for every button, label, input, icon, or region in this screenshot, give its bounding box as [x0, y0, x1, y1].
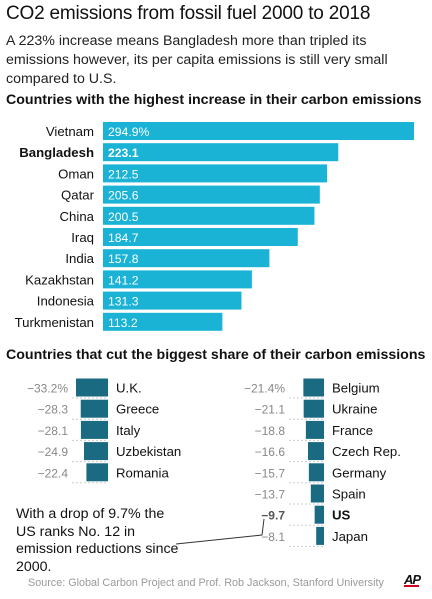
category-label-kazakhstan: Kazakhstan: [25, 272, 94, 287]
bar-india: [103, 249, 270, 268]
value-label-iraq: 184.7: [108, 231, 139, 245]
value-label-oman: 212.5: [108, 167, 139, 181]
cut-bar-ukraine: [303, 399, 324, 418]
category-label-china: China: [60, 209, 95, 224]
ap-logo: AP: [404, 572, 421, 587]
cut-value-label-us: −9.7: [261, 509, 285, 523]
cut-section-title: Countries that cut the biggest share of …: [6, 347, 426, 363]
category-label-oman: Oman: [58, 166, 94, 181]
category-label-indonesia: Indonesia: [37, 294, 95, 309]
cut-category-label-japan: Japan: [332, 529, 368, 544]
cut-category-label-greece: Greece: [116, 402, 159, 417]
bar-oman: [103, 164, 328, 183]
cut-bar-czech-rep: [308, 442, 324, 461]
bar-indonesia: [103, 291, 242, 310]
value-label-kazakhstan: 141.2: [108, 273, 139, 287]
cut-bar-italy: [80, 420, 108, 439]
cut-category-label-france: France: [332, 423, 373, 438]
value-label-indonesia: 131.3: [108, 295, 139, 309]
category-label-iraq: Iraq: [71, 230, 94, 245]
category-label-bangladesh: Bangladesh: [19, 145, 94, 160]
cut-category-label-romania: Romania: [116, 465, 169, 480]
cut-bar-u-k: [76, 378, 108, 397]
value-label-vietnam: 294.9%: [108, 125, 149, 139]
cut-category-label-u-k: U.K.: [116, 381, 142, 396]
category-label-vietnam: Vietnam: [46, 124, 94, 139]
category-label-india: India: [65, 251, 94, 266]
cut-value-label-spain: −13.7: [255, 488, 286, 502]
cut-bar-belgium: [303, 378, 324, 397]
cut-category-label-germany: Germany: [332, 465, 387, 480]
cut-category-label-czech-rep: Czech Rep.: [332, 444, 401, 459]
cut-category-label-spain: Spain: [332, 487, 366, 502]
cut-category-label-ukraine: Ukraine: [332, 402, 377, 417]
chart-title: CO2 emissions from fossil fuel 2000 to 2…: [6, 3, 371, 24]
cut-value-label-france: −18.8: [255, 424, 286, 438]
chart-subtitle: A 223% increase means Bangladesh more th…: [6, 33, 388, 87]
bar-qatar: [103, 185, 320, 204]
bar-iraq: [103, 228, 298, 246]
category-label-qatar: Qatar: [61, 188, 95, 203]
source-credit: Source: Global Carbon Project and Prof. …: [28, 577, 384, 589]
cut-bar-greece: [80, 399, 108, 418]
annotation-leader-line: [175, 518, 265, 545]
cut-value-label-czech-rep: −16.6: [255, 445, 286, 459]
cut-category-label-belgium: Belgium: [332, 381, 380, 396]
cut-value-label-italy: −28.1: [38, 424, 69, 438]
cut-category-label-uzbekistan: Uzbekistan: [116, 444, 181, 459]
cut-value-label-germany: −15.7: [255, 466, 286, 480]
cut-value-label-belgium: −21.4%: [244, 382, 285, 396]
value-label-bangladesh: 223.1: [108, 146, 139, 160]
cut-bar-uzbekistan: [84, 442, 108, 461]
increase-section-title: Countries with the highest increase in t…: [6, 92, 422, 108]
cut-bar-france: [305, 420, 324, 439]
value-label-india: 157.8: [108, 252, 139, 266]
bar-vietnam: [103, 122, 414, 140]
bar-china: [103, 206, 315, 225]
cut-value-label-japan: −8.1: [261, 530, 285, 544]
cut-value-label-ukraine: −21.1: [255, 403, 286, 417]
cut-bar-japan: [316, 526, 324, 545]
cut-bar-germany: [308, 463, 324, 482]
value-label-china: 200.5: [108, 210, 139, 224]
bar-turkmenistan: [103, 312, 223, 331]
cut-value-label-u-k: −33.2%: [27, 382, 68, 396]
category-label-turkmenistan: Turkmenistan: [15, 315, 94, 330]
value-label-qatar: 205.6: [108, 189, 139, 203]
cut-value-label-greece: −28.3: [38, 403, 69, 417]
cut-bar-romania: [86, 463, 108, 482]
us-annotation: With a drop of 9.7% the US ranks No. 12 …: [16, 506, 179, 575]
bar-kazakhstan: [103, 270, 252, 289]
bar-bangladesh: [103, 143, 339, 162]
cut-value-label-uzbekistan: −24.9: [38, 445, 69, 459]
cut-category-label-italy: Italy: [116, 423, 141, 438]
cut-bar-us: [314, 505, 324, 524]
cut-bar-spain: [310, 484, 324, 503]
value-label-turkmenistan: 113.2: [108, 316, 138, 330]
cut-category-label-us: US: [332, 508, 351, 523]
cut-value-label-romania: −22.4: [38, 466, 69, 480]
